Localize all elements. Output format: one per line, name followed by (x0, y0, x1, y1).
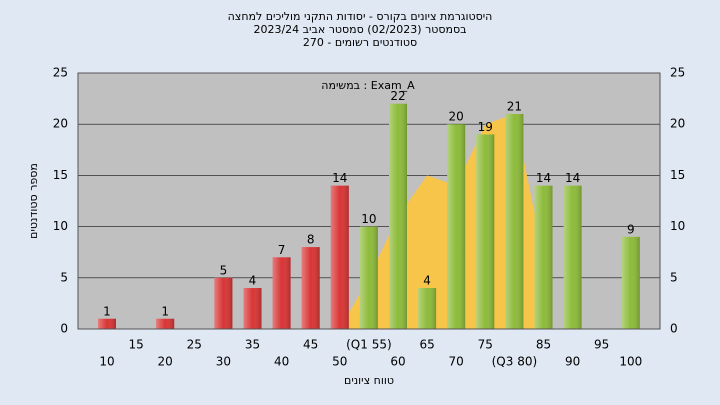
bar-shade (98, 318, 116, 329)
value-label: 9 (627, 222, 635, 236)
y-tick-label: 5 (60, 270, 68, 284)
value-label: 20 (449, 110, 464, 124)
bar-shade (359, 226, 378, 329)
y-tick-label: 10 (53, 219, 68, 233)
x-tick-label: (Q3 80) (492, 355, 538, 369)
y2-tick-label: 10 (670, 219, 685, 233)
value-label: 14 (565, 171, 580, 185)
bar-shade (447, 124, 466, 329)
value-label: 14 (332, 171, 347, 185)
value-label: 19 (478, 120, 493, 134)
x-tick-label: 45 (303, 338, 318, 352)
value-label: 4 (249, 274, 257, 288)
value-label: 7 (278, 243, 286, 257)
bar-shade (476, 134, 495, 329)
x-tick-label: 65 (419, 338, 434, 352)
bar-shade (156, 318, 175, 329)
value-label: 21 (507, 99, 522, 113)
bar-shade (330, 185, 349, 329)
annotation: במשימה : Exam_A (321, 79, 415, 92)
bar-shade (243, 288, 262, 329)
x-axis-label: טווח ציונים (344, 374, 394, 387)
bar-shade (272, 257, 291, 329)
chart-subtitle: סטודנטים רשומים - 270 (303, 36, 417, 49)
x-tick-label: 90 (565, 355, 580, 369)
chart-subtitle: בסמסטר (02/2023) סמסטר אביב 2023/24 (253, 23, 466, 36)
x-tick-label: (Q1 55) (346, 338, 392, 352)
y2-tick-label: 5 (670, 270, 678, 284)
value-label: 8 (307, 233, 315, 247)
chart-title: היסטוגרמת ציונים בקורס - יסודות התקני מו… (228, 10, 493, 23)
plot-border (77, 72, 661, 330)
bar-shade (621, 236, 640, 329)
x-tick-label: 100 (619, 355, 642, 369)
x-tick-label: 30 (216, 355, 231, 369)
bar-shade (418, 288, 437, 329)
y2-tick-label: 20 (670, 117, 685, 131)
bar-shade (389, 103, 407, 329)
value-label: 22 (390, 89, 405, 103)
y-axis-label: מספר סטודנטים (27, 163, 40, 239)
x-tick-label: 50 (332, 355, 347, 369)
x-tick-label: 75 (478, 338, 493, 352)
x-tick-label: 60 (390, 355, 405, 369)
x-tick-label: 25 (187, 338, 202, 352)
y-tick-label: 25 (53, 66, 68, 80)
bar-shade (505, 113, 524, 330)
x-tick-label: 70 (449, 355, 464, 369)
bar-shade (563, 185, 582, 329)
bar-shade (301, 247, 320, 329)
x-tick-label: 85 (536, 338, 551, 352)
value-label: 5 (220, 263, 228, 277)
y-tick-label: 15 (53, 168, 68, 182)
y2-tick-label: 25 (670, 66, 685, 80)
value-label: 1 (103, 304, 111, 318)
x-tick-label: 15 (128, 338, 143, 352)
bar-shade (534, 185, 553, 329)
x-tick-label: 35 (245, 338, 260, 352)
y2-tick-label: 15 (670, 168, 685, 182)
value-label: 4 (423, 274, 431, 288)
y2-tick-label: 0 (670, 322, 678, 336)
bar-shade (214, 277, 233, 329)
y-tick-label: 0 (60, 322, 68, 336)
x-tick-label: 20 (158, 355, 173, 369)
x-tick-label: 95 (594, 338, 609, 352)
x-tick-label: 10 (99, 355, 114, 369)
value-label: 10 (361, 212, 376, 226)
value-label: 14 (536, 171, 551, 185)
y-tick-label: 20 (53, 117, 68, 131)
x-tick-label: 40 (274, 355, 289, 369)
value-label: 1 (161, 304, 169, 318)
